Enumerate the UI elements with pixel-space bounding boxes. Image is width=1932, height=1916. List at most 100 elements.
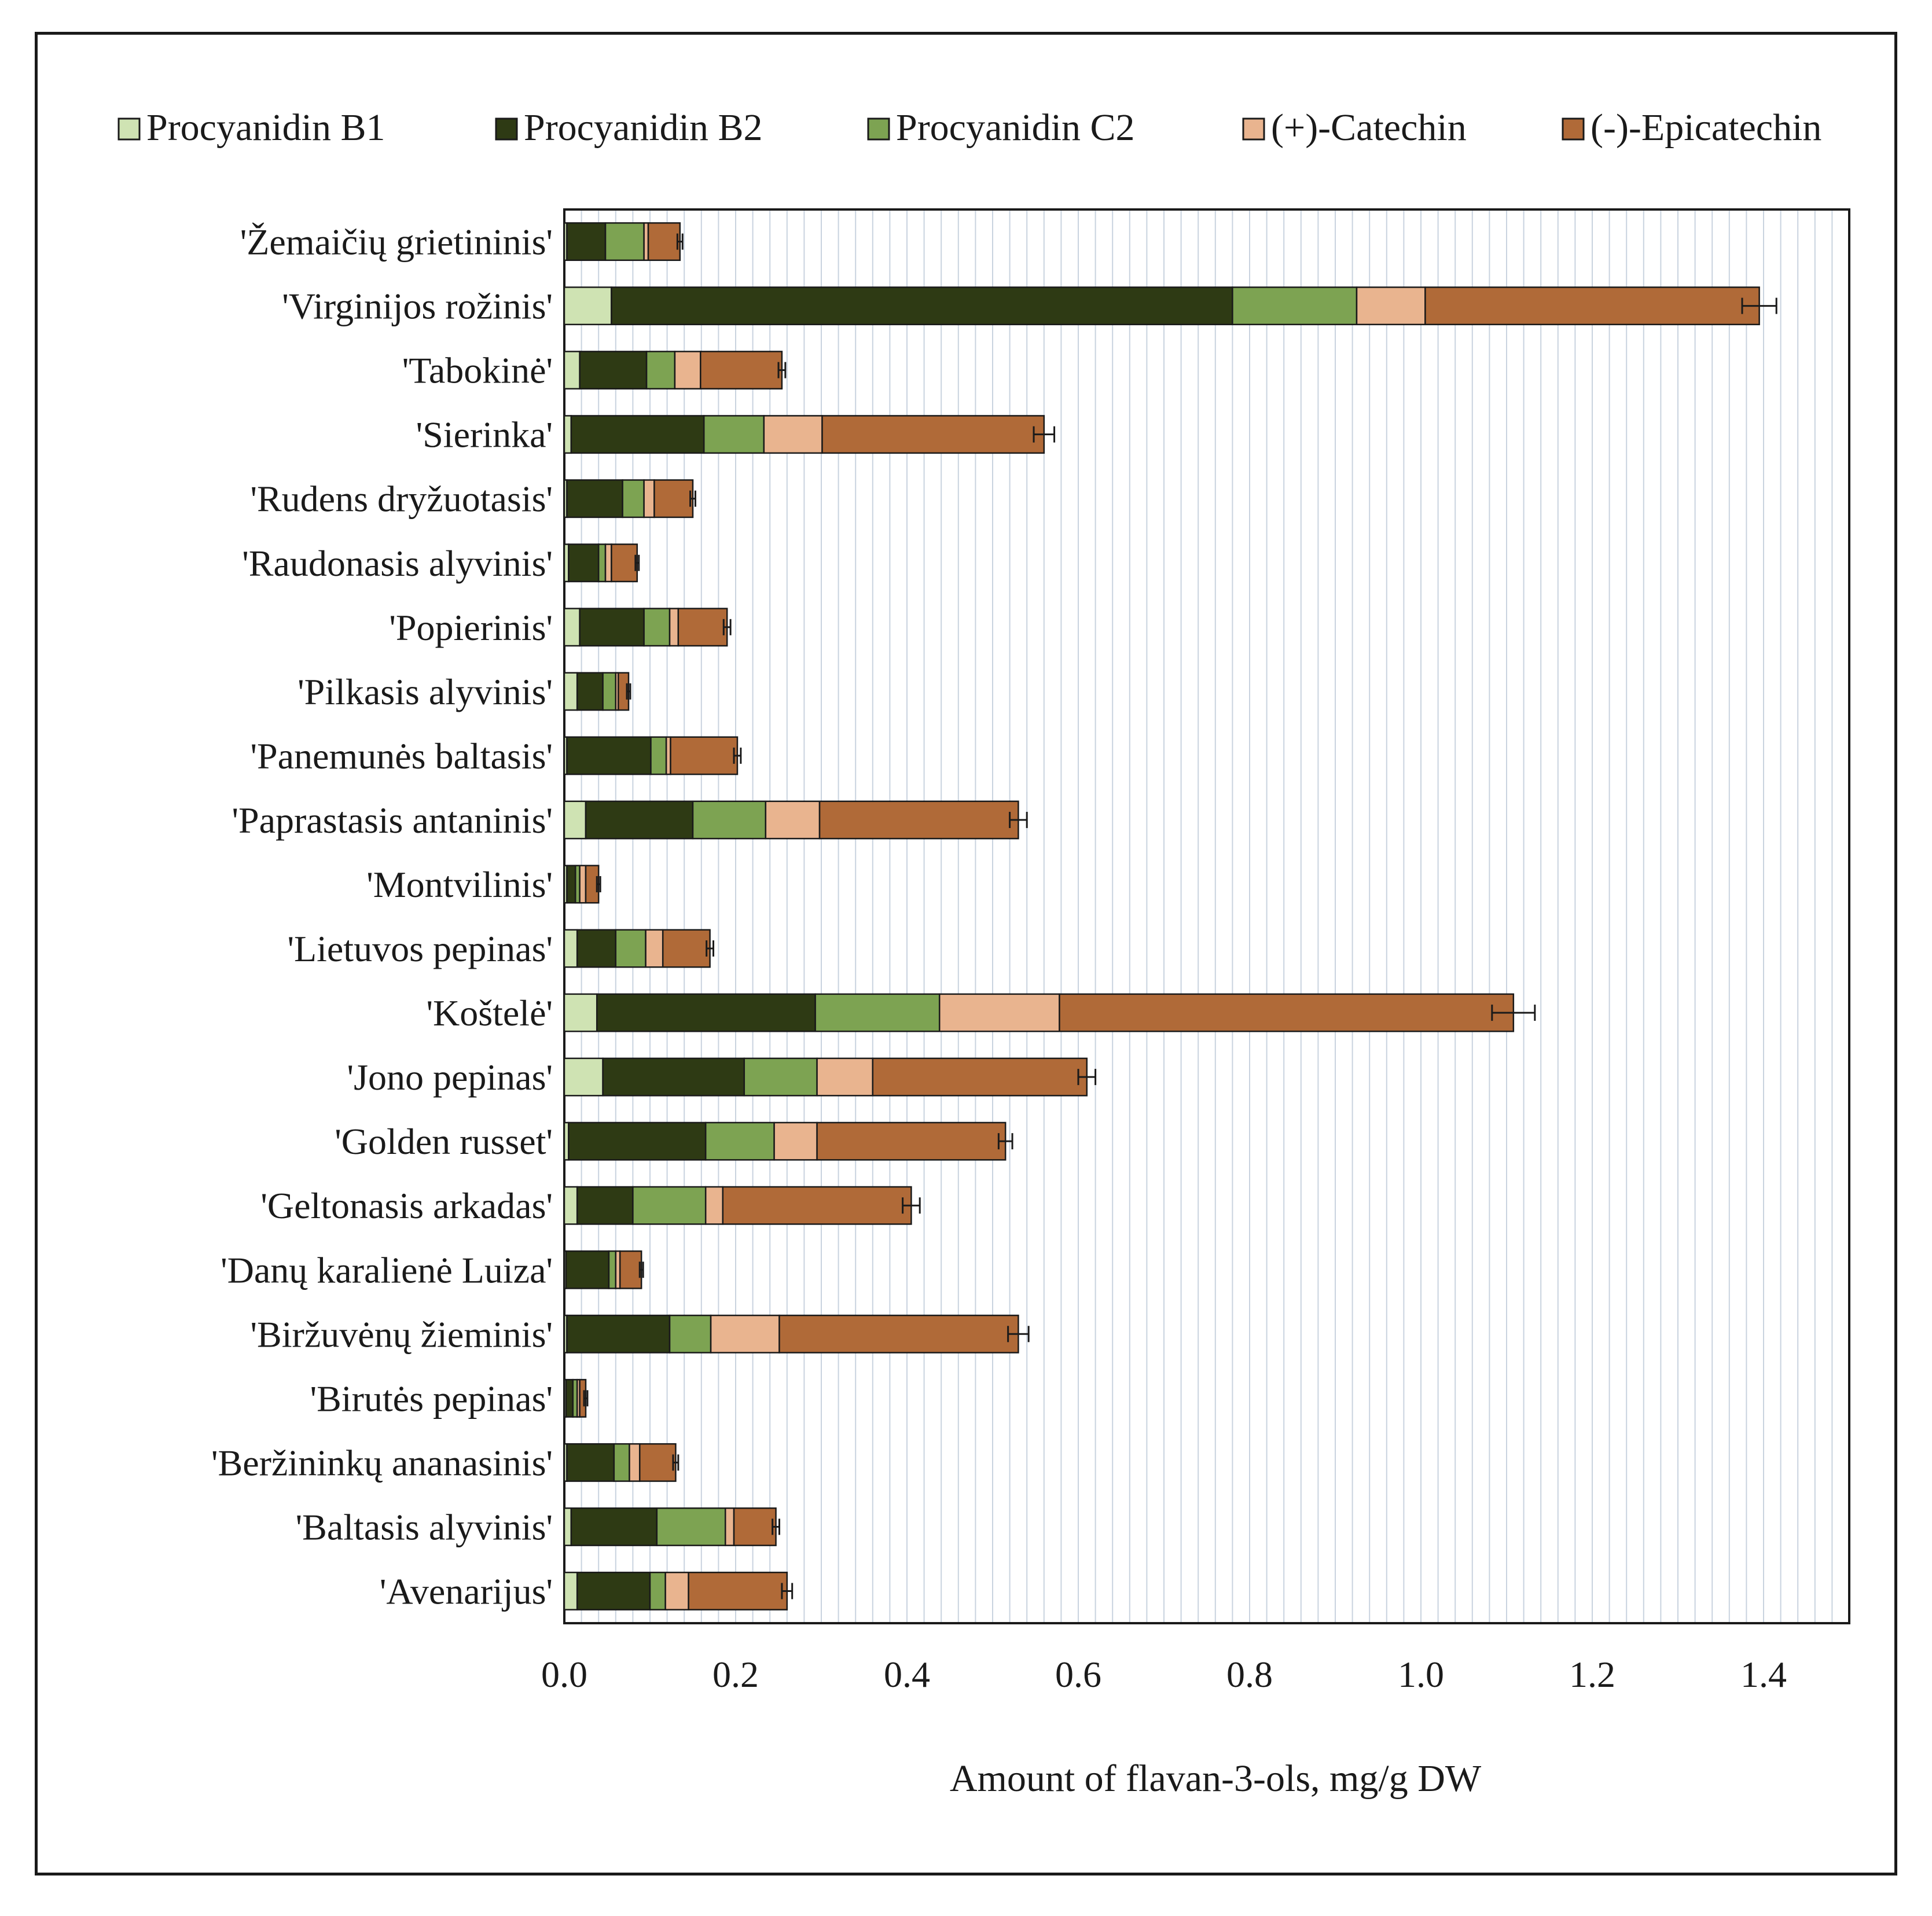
bar-segment (710, 1314, 780, 1354)
legend-swatch (495, 117, 518, 141)
legend-item: (+)-Catechin (1242, 106, 1467, 149)
error-bar (781, 1583, 794, 1599)
category-label: 'Pilkasis alyvinis' (297, 671, 553, 712)
bar-segment (596, 993, 816, 1032)
bar-segment (677, 608, 728, 647)
bar-segment (563, 608, 581, 647)
bar-segment (611, 286, 1233, 326)
bar-segment (566, 479, 623, 518)
x-axis-title: Amount of flavan-3-ols, mg/g DW (950, 1757, 1482, 1800)
x-tick-label: 0.2 (712, 1654, 759, 1695)
bar-segment (700, 351, 783, 390)
bar-segment (664, 1572, 689, 1610)
bar-segment (938, 993, 1060, 1032)
category-label: 'Raudonasis alyvinis' (242, 543, 553, 584)
bar-segment (566, 1443, 615, 1482)
bar-segment (602, 1057, 745, 1097)
bar-segment (778, 1314, 1019, 1354)
bar-segment (563, 286, 612, 326)
bar-segment (563, 1057, 604, 1097)
bar-segment (722, 1186, 912, 1225)
legend-swatch (1242, 117, 1265, 141)
bar-segment (563, 1186, 578, 1225)
legend: Procyanidin B1 Procyanidin B2 Procyanidin … (117, 106, 1821, 149)
error-bar (689, 490, 696, 507)
bar-segment (1232, 286, 1358, 326)
bar-segment (563, 1507, 572, 1546)
figure-frame (35, 32, 1897, 1875)
legend-item: Procyanidin B1 (117, 106, 385, 149)
bar-segment (613, 1443, 630, 1482)
bar-segment (1356, 286, 1426, 326)
category-label: 'Lietuvos pepinas' (287, 928, 553, 969)
bar-segment (576, 672, 604, 711)
error-bar (672, 1454, 679, 1471)
error-bar (1033, 426, 1056, 443)
error-bar (1007, 1326, 1030, 1343)
category-label: 'Geltonasis arkadas' (260, 1185, 553, 1226)
category-label: 'Sierinka' (416, 414, 553, 455)
bar-segment (814, 993, 941, 1032)
error-bar (772, 1518, 780, 1535)
error-bar (634, 554, 640, 571)
bar-segment (765, 800, 821, 840)
category-label: 'Beržininkų ananasinis' (211, 1442, 553, 1483)
category-label: 'Koštelė' (426, 992, 553, 1034)
bar-segment (566, 222, 607, 261)
bar-segment (763, 415, 823, 454)
bar-segment (570, 415, 705, 454)
error-bar (626, 683, 631, 700)
category-label: 'Tabokinė' (402, 350, 553, 391)
bar-segment (872, 1057, 1088, 1097)
bar-segment (662, 929, 711, 968)
error-bar (676, 233, 684, 250)
bar-segment (568, 543, 600, 583)
error-bar (583, 1390, 589, 1407)
bar-segment (670, 736, 739, 775)
bar-segment (565, 1378, 574, 1418)
bar-segment (585, 800, 694, 840)
bar-segment (656, 1507, 726, 1546)
legend-label: Procyanidin B1 (146, 106, 385, 149)
category-label: 'Jono pepinas' (347, 1057, 553, 1098)
category-label: 'Danų karalienė Luiza' (221, 1249, 553, 1290)
bar-segment (692, 800, 767, 840)
bar-segment (653, 479, 694, 518)
legend-swatch (117, 117, 141, 141)
bar-segment (576, 1572, 651, 1610)
bar-segment (568, 1121, 707, 1161)
bar-segment (638, 1443, 677, 1482)
error-bar (596, 876, 601, 892)
bar-segment (669, 608, 679, 647)
category-label: 'Paprastasis antaninis' (232, 800, 553, 841)
x-tick-label: 1.0 (1398, 1654, 1444, 1695)
error-bar (722, 619, 732, 635)
bar-segment (611, 543, 638, 583)
category-label: 'Birutės pepinas' (310, 1378, 553, 1419)
error-bar (997, 1133, 1013, 1150)
error-bar (733, 747, 742, 764)
x-tick-label: 0.0 (541, 1654, 587, 1695)
bar-segment (674, 351, 701, 390)
legend-label: (-)-Epicatechin (1591, 106, 1821, 149)
bar-segment (579, 865, 587, 904)
bars (563, 222, 1777, 1610)
bar-segment (619, 1250, 642, 1289)
bar-segment (818, 800, 1019, 840)
bar-segment (632, 1186, 707, 1225)
bar-segment (647, 222, 681, 261)
bar-segment (724, 1507, 735, 1546)
legend-label: Procyanidin B2 (524, 106, 762, 149)
legend-label: (+)-Catechin (1271, 106, 1467, 149)
legend-item: Procyanidin B2 (495, 106, 762, 149)
bar-segment (622, 479, 645, 518)
bar-segment (604, 543, 612, 583)
legend-label: Procyanidin C2 (896, 106, 1134, 149)
error-bar (902, 1197, 921, 1214)
bar-segment (704, 1121, 775, 1161)
bar-segment (643, 608, 671, 647)
bar-segment (563, 1572, 578, 1610)
x-tick-label: 0.6 (1055, 1654, 1101, 1695)
legend-swatch (867, 117, 890, 141)
